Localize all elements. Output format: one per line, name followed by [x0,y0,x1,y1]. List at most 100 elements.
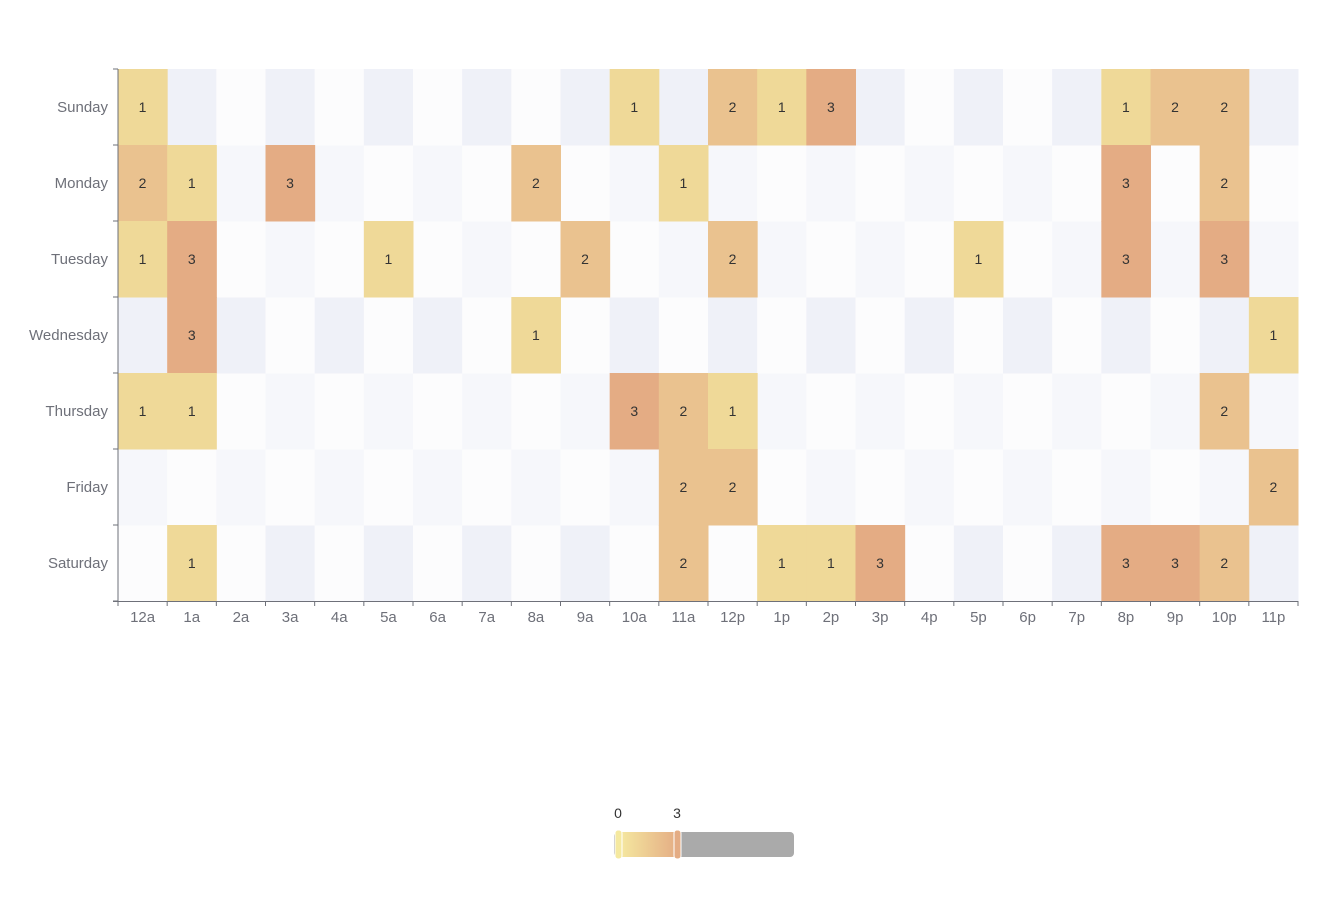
cell-value-label: 3 [1220,251,1228,267]
heatmap-cell[interactable] [363,221,414,298]
cell-value-label: 2 [532,175,540,191]
heatmap-cell[interactable] [708,373,758,450]
heatmap-cell[interactable] [658,525,709,602]
empty-cell [1003,145,1053,222]
heatmap-cell[interactable] [118,373,168,450]
heatmap-cell[interactable] [1150,525,1201,602]
empty-cell [462,297,512,374]
cell-value-label: 2 [729,251,737,267]
x-tick-label: 9a [577,609,594,626]
heatmap-cell[interactable] [609,69,660,146]
visual-map-max-handle[interactable] [673,829,682,860]
heatmap-cell[interactable] [167,221,217,298]
heatmap-cell[interactable] [953,221,1004,298]
heatmap-cell[interactable] [118,145,168,222]
heatmap-cell[interactable] [1101,145,1151,222]
empty-cell [904,297,955,374]
heatmap-cell[interactable] [118,69,168,146]
empty-cell [953,525,1004,602]
cell-value-label: 2 [729,99,737,115]
cell-value-label: 3 [188,327,196,343]
empty-cell [708,145,758,222]
x-tick-label: 8a [528,609,545,626]
y-tick-label: Monday [55,175,109,192]
cell-value-label: 2 [1270,479,1278,495]
heatmap-cell[interactable] [806,69,856,146]
empty-cell [1052,525,1102,602]
x-tick-label: 1p [773,609,790,626]
empty-cell [1248,373,1299,450]
heatmap-cell[interactable] [167,145,217,222]
heatmap-cell[interactable] [265,145,316,222]
heatmap-cell[interactable] [167,297,217,374]
heatmap-cell[interactable] [708,221,758,298]
empty-cell [658,221,709,298]
heatmap-cell[interactable] [1199,525,1250,602]
cell-value-label: 3 [188,251,196,267]
x-tick-label: 3p [872,609,889,626]
empty-cell [609,525,660,602]
heatmap-cell[interactable] [1101,221,1151,298]
visual-map-min-handle[interactable] [614,829,623,860]
empty-cell [855,69,906,146]
heatmap-cell[interactable] [757,525,807,602]
heatmap-cell[interactable] [167,525,217,602]
cell-value-label: 1 [1122,99,1130,115]
heatmap-cell[interactable] [708,449,758,526]
cell-value-label: 1 [188,403,196,419]
visual-map-selected-range [619,832,678,857]
heatmap-cell[interactable] [1199,145,1250,222]
empty-cell [413,145,463,222]
heatmap-cell[interactable] [658,373,709,450]
heatmap-cell[interactable] [1248,449,1299,526]
x-tick-label: 11p [1261,609,1285,626]
cell-value-label: 1 [1270,327,1278,343]
cell-value-label: 3 [286,175,294,191]
heatmap-cell[interactable] [1150,69,1201,146]
heatmap-cell[interactable] [1199,373,1250,450]
heatmap-cell[interactable] [560,221,611,298]
heatmap-cell[interactable] [511,297,561,374]
empty-cell [1052,221,1102,298]
empty-cell [216,373,266,450]
cell-value-label: 3 [1122,251,1130,267]
empty-cell [953,297,1004,374]
empty-cell [609,221,660,298]
heatmap-cell[interactable] [118,221,168,298]
cell-value-label: 2 [1171,99,1179,115]
x-tick-label: 7p [1068,609,1085,626]
empty-cell [757,449,807,526]
empty-cell [1003,221,1053,298]
empty-cell [757,145,807,222]
heatmap-cell[interactable] [1248,297,1299,374]
empty-cell [1101,297,1151,374]
cell-value-label: 2 [1220,555,1228,571]
empty-cell [314,69,365,146]
heatmap-cell[interactable] [658,145,709,222]
empty-cell [216,221,266,298]
y-tick-label: Sunday [57,99,108,116]
heatmap-cell[interactable] [167,373,217,450]
cell-value-label: 2 [1220,99,1228,115]
heatmap-cell[interactable] [1199,221,1250,298]
empty-cell [1150,145,1201,222]
heatmap-cell[interactable] [511,145,561,222]
empty-cell [511,221,561,298]
heatmap-cell[interactable] [609,373,660,450]
heatmap-cell[interactable] [1101,69,1151,146]
heatmap-cell[interactable] [806,525,856,602]
heatmap-cell[interactable] [708,69,758,146]
heatmap-cell[interactable] [855,525,906,602]
empty-cell [1248,69,1299,146]
empty-cell [462,69,512,146]
y-tick-label: Wednesday [29,327,108,344]
empty-cell [216,145,266,222]
empty-cell [1101,449,1151,526]
cell-value-label: 2 [729,479,737,495]
heatmap-cell[interactable] [1101,525,1151,602]
heatmap-cell[interactable] [1199,69,1250,146]
empty-cell [953,69,1004,146]
heatmap-cell[interactable] [757,69,807,146]
heatmap-cell[interactable] [658,449,709,526]
